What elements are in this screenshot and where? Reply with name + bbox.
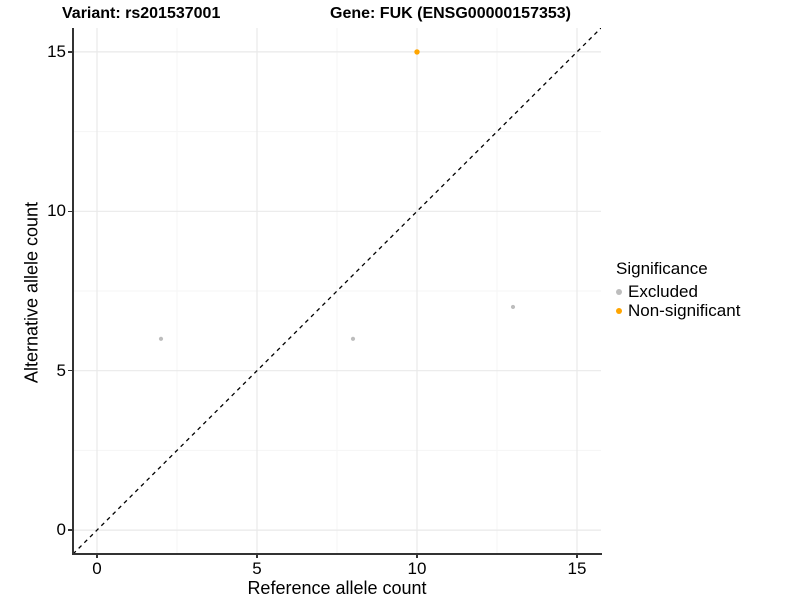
x-tick-mark [256, 554, 258, 558]
non-significant-point-icon [616, 307, 622, 314]
excluded-point-icon [616, 288, 622, 295]
y-tick-mark [68, 210, 72, 213]
plot-title-variant: Variant: rs201537001 [62, 5, 221, 22]
y-axis-line [72, 28, 74, 555]
y-tick-label: 15 [47, 41, 66, 61]
data-point-non-significant [414, 49, 420, 55]
x-tick-label: 0 [92, 559, 102, 578]
y-tick-mark [68, 369, 72, 372]
plot-area [72, 27, 602, 555]
plot-panel [72, 27, 602, 555]
x-tick-mark [416, 554, 418, 558]
legend-title: Significance [616, 259, 708, 278]
x-tick-label: 10 [407, 559, 427, 578]
legend: Significance Excluded Non-significant [616, 259, 740, 320]
x-tick-label: 15 [567, 559, 587, 578]
y-tick-mark [68, 529, 72, 531]
y-tick-label: 10 [47, 201, 66, 221]
legend-item-label: Non-significant [628, 300, 741, 320]
data-point-excluded [350, 336, 356, 341]
x-axis-line [72, 553, 602, 555]
data-point-excluded [510, 304, 516, 310]
y-tick-mark [68, 51, 72, 53]
plot-title-gene: Gene: FUK (ENSG00000157353) [330, 5, 571, 22]
x-tick-mark [576, 554, 578, 558]
legend-item-excluded: Excluded [616, 282, 740, 301]
data-point-excluded [158, 336, 164, 341]
legend-item-non-significant: Non-significant [616, 301, 740, 320]
x-tick-label: 5 [252, 559, 262, 578]
legend-item-label: Excluded [628, 281, 698, 301]
y-tick-label: 0 [56, 520, 66, 540]
x-axis-title: Reference allele count [247, 578, 427, 598]
y-tick-label: 5 [56, 360, 66, 380]
y-axis-title: Alternative allele count [21, 201, 42, 384]
x-tick-mark [96, 554, 98, 558]
